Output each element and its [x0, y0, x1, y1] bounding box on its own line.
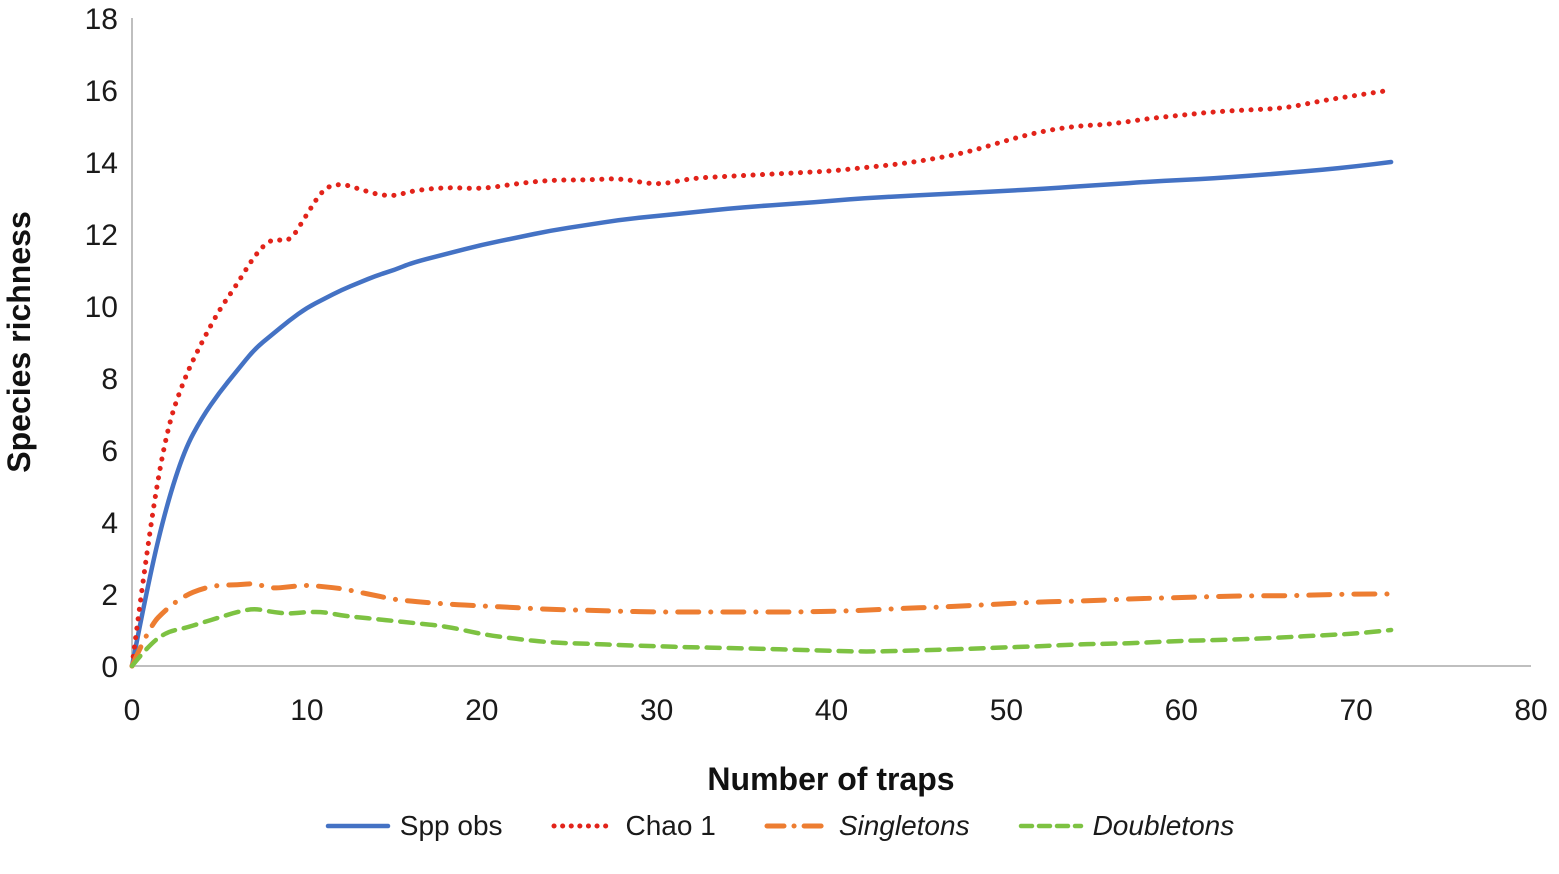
legend-swatch	[325, 823, 391, 829]
legend-item-chao-1: Chao 1	[551, 810, 716, 842]
series-line-chao-1	[129, 87, 1394, 669]
y-tick-label: 18	[85, 3, 118, 36]
legend-swatch	[764, 823, 830, 829]
y-tick-label: 4	[101, 507, 118, 540]
legend-label: Doubletons	[1092, 810, 1235, 841]
legend-label: Chao 1	[625, 810, 716, 841]
x-tick-label: 10	[290, 694, 323, 727]
x-tick-label: 20	[465, 694, 498, 727]
y-tick-label: 12	[85, 219, 118, 252]
legend-item-spp-obs: Spp obs	[325, 810, 503, 842]
x-tick-label: 80	[1514, 694, 1547, 727]
legend-swatch	[551, 823, 617, 829]
x-tick-label: 30	[640, 694, 673, 727]
legend-item-singletons: Singletons	[764, 810, 970, 842]
legend-swatch	[1018, 823, 1083, 829]
series-lines	[129, 87, 1394, 669]
y-axis-title: Species richness	[1, 211, 37, 472]
legend-label: Singletons	[838, 810, 970, 841]
x-tick-label: 50	[990, 694, 1023, 727]
y-tick-label: 16	[85, 75, 118, 108]
series-line-singletons	[129, 581, 1394, 669]
y-tick-label: 6	[101, 435, 118, 468]
x-tick-label: 70	[1339, 694, 1372, 727]
y-tick-label: 10	[85, 291, 118, 324]
tick-labels: 0 2 4 6 8 10 12 14 16 18 0 10 20 30 40 50 60 70 80	[85, 3, 1548, 727]
y-tick-label: 0	[101, 651, 118, 684]
series-line-spp-obs	[129, 159, 1394, 669]
x-tick-label: 40	[815, 694, 848, 727]
y-tick-label: 14	[85, 147, 118, 180]
axes	[131, 18, 1531, 667]
legend-item-doubletons: Doubletons	[1018, 810, 1235, 842]
x-tick-label: 60	[1165, 694, 1198, 727]
x-axis-title: Number of traps	[707, 761, 954, 797]
legend-label: Spp obs	[399, 810, 503, 841]
y-tick-label: 8	[101, 363, 118, 396]
x-tick-label: 0	[124, 694, 141, 727]
legend: Spp obs Chao 1 Singletons Doubletons	[0, 810, 1559, 842]
y-tick-label: 2	[101, 579, 118, 612]
series-line-doubletons	[129, 607, 1394, 669]
